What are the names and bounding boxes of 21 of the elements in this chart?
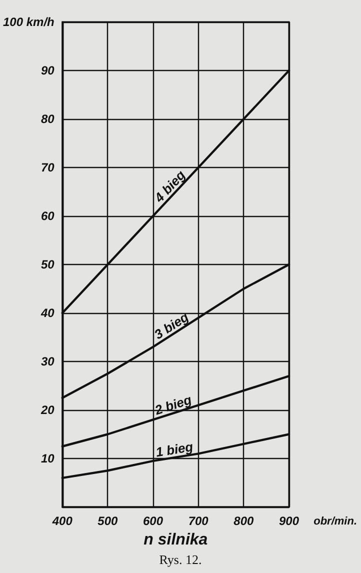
y-tick-label: 100 km/h	[2, 15, 54, 29]
text: 3 bieg	[151, 309, 192, 342]
x-tick-label: 600	[143, 514, 164, 528]
x-tick-label: 900	[278, 514, 300, 528]
y-tick-label: 70	[41, 160, 55, 174]
y-tick-label: 50	[41, 258, 55, 272]
text: obr/min.	[314, 516, 358, 528]
y-tick-label: 10	[41, 452, 55, 466]
y-tick-label: 30	[41, 354, 55, 368]
text: Rys. 12.	[159, 552, 202, 567]
x-tick-label: 800	[234, 514, 254, 528]
y-tick-label: 90	[41, 64, 55, 78]
y-tick-label: 40	[40, 306, 55, 320]
y-tick-label: 20	[40, 403, 55, 417]
y-tick-label: 80	[41, 112, 55, 126]
x-tick-label: 400	[51, 514, 73, 528]
y-tick-label: 60	[41, 209, 55, 223]
text: 1 bieg	[154, 439, 194, 460]
x-axis-title: n silnika	[144, 531, 208, 548]
x-tick-label: 500	[98, 514, 118, 528]
x-tick-label: 700	[188, 514, 209, 528]
